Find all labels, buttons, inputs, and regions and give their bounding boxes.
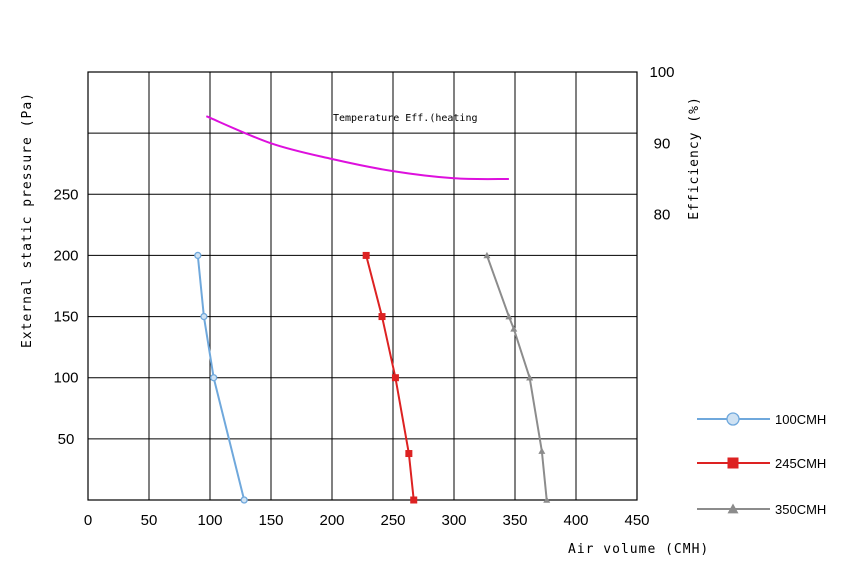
x-axis-label: Air volume (CMH) xyxy=(568,542,709,557)
x-tick-label: 150 xyxy=(258,512,283,529)
legend-marker xyxy=(727,503,739,514)
left-y-tick-label: 250 xyxy=(53,186,78,203)
chart-grid xyxy=(87,71,638,501)
data-point xyxy=(362,251,370,259)
right-y-tick-label: 80 xyxy=(654,207,671,224)
left-y-tick-label: 200 xyxy=(53,247,78,264)
data-point xyxy=(194,251,202,260)
x-tick-label: 450 xyxy=(624,512,649,529)
right-y-tick-label: 90 xyxy=(654,135,671,152)
x-tick-label: 0 xyxy=(84,512,92,529)
right-y-tick-label: 100 xyxy=(649,64,674,81)
data-point xyxy=(543,496,551,503)
data-point xyxy=(405,450,413,458)
series-line xyxy=(196,255,246,501)
plot-frame xyxy=(87,71,638,501)
left-y-tick-label: 100 xyxy=(53,370,78,387)
efficiency-curve-label: Temperature Eff.(heating xyxy=(333,113,478,124)
data-point xyxy=(505,313,513,320)
efficiency-curve xyxy=(205,115,509,181)
x-tick-label: 200 xyxy=(319,512,344,529)
legend-label: 245CMH xyxy=(775,456,826,471)
right-y-axis-label: Efficiency (%) xyxy=(687,96,702,220)
left-y-tick-label: 150 xyxy=(53,309,78,326)
legend-label: 100CMH xyxy=(775,412,826,427)
x-tick-label: 100 xyxy=(197,512,222,529)
data-point xyxy=(391,374,399,382)
data-point xyxy=(410,496,418,504)
x-tick-label: 250 xyxy=(380,512,405,529)
data-point xyxy=(538,447,546,454)
legend-marker xyxy=(726,412,740,426)
data-point xyxy=(378,313,386,321)
x-tick-label: 300 xyxy=(441,512,466,529)
series-line xyxy=(485,255,548,501)
x-tick-label: 350 xyxy=(502,512,527,529)
legend-marker xyxy=(727,457,739,469)
series-layer xyxy=(194,115,551,504)
data-point xyxy=(526,374,534,381)
left-y-tick-label: 50 xyxy=(58,431,75,448)
tick-labels: 0 50 100 150 200 250 300 350 400 450 50 100 150 200 25… xyxy=(53,64,674,529)
legend-label: 350CMH xyxy=(775,502,826,517)
data-point xyxy=(240,496,248,504)
x-tick-label: 50 xyxy=(141,512,158,529)
x-tick-label: 400 xyxy=(563,512,588,529)
data-point xyxy=(483,251,491,259)
left-y-axis-label: External static pressure (Pa) xyxy=(20,92,35,348)
data-point xyxy=(510,325,518,332)
data-point xyxy=(200,312,208,321)
legend: 100CMH 245CMH 350CMH xyxy=(697,412,826,517)
data-point xyxy=(210,374,218,382)
